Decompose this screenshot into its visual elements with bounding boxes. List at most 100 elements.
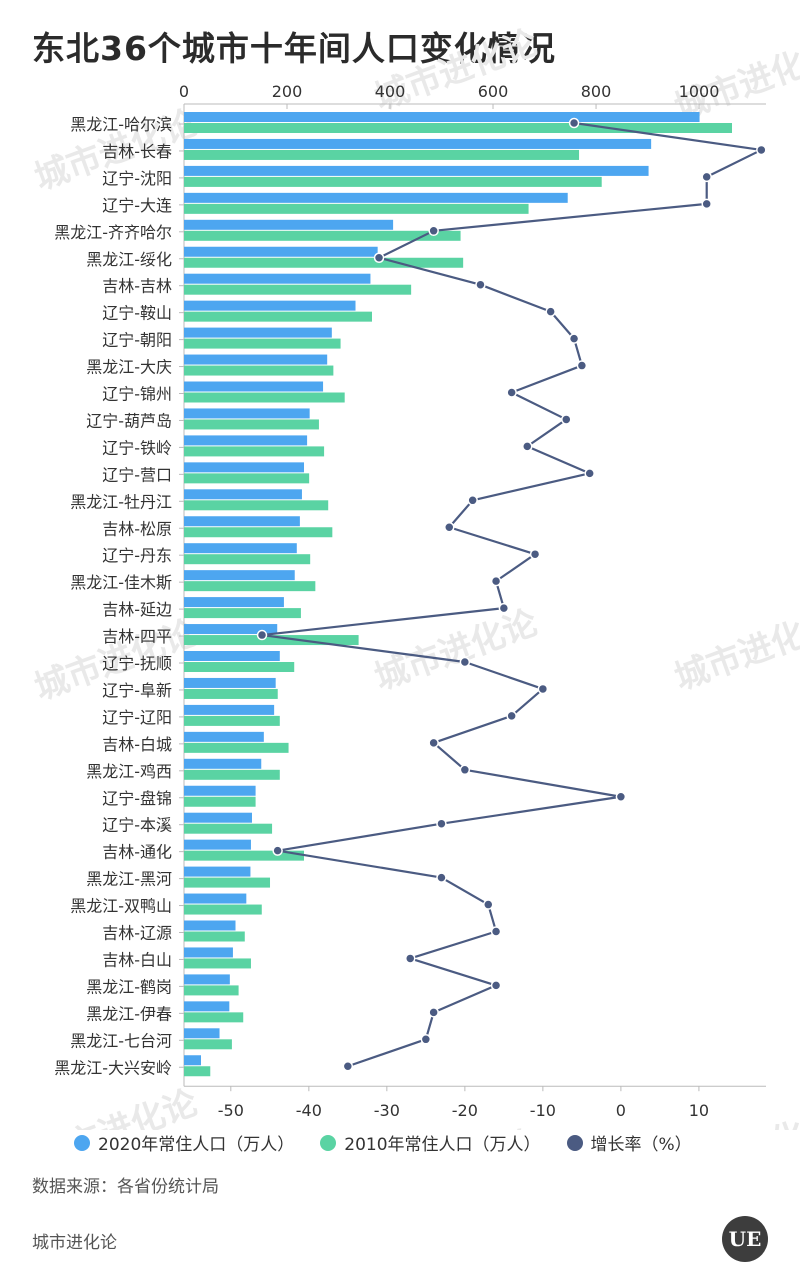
bar-2010 xyxy=(184,149,580,160)
category-label: 吉林-白城 xyxy=(102,735,172,754)
legend-item-2020[interactable]: 2020年常住人口（万人） xyxy=(74,1130,294,1155)
watermark: 城市进化论 xyxy=(369,602,543,698)
legend-2020-label: 2020年常住人口（万人） xyxy=(98,1135,295,1155)
bar-2010 xyxy=(184,365,334,376)
top-axis-tick-label: 200 xyxy=(272,82,303,101)
watermark: 城市进化论 xyxy=(29,1082,203,1130)
category-label: 吉林-通化 xyxy=(102,843,172,862)
chart-canvas: 城市进化论城市进化论城市进化论城市进化论城市进化论城市进化论城市进化论城市进化论… xyxy=(29,22,800,1130)
growth-point xyxy=(272,845,283,856)
category-label: 辽宁-锦州 xyxy=(102,385,172,404)
watermark: 城市进化论 xyxy=(669,602,800,698)
growth-point xyxy=(506,710,517,722)
category-label: 吉林-延边 xyxy=(102,600,172,619)
bar-2010 xyxy=(184,985,239,996)
legend-2010-swatch xyxy=(320,1134,337,1151)
bar-2010 xyxy=(184,554,311,565)
legend-item-growth[interactable]: 增长率（%） xyxy=(566,1130,692,1155)
category-label: 辽宁-铁岭 xyxy=(102,438,172,457)
category-label: 吉林-白山 xyxy=(102,950,172,969)
bar-2010 xyxy=(184,581,316,592)
category-label: 辽宁-抚顺 xyxy=(102,654,172,673)
growth-point xyxy=(420,1034,432,1045)
bar-2020 xyxy=(184,758,262,769)
bar-2010 xyxy=(184,284,412,295)
bar-2020 xyxy=(184,489,302,500)
growth-point xyxy=(428,1007,439,1018)
legend-growth-swatch xyxy=(566,1134,583,1151)
growth-point xyxy=(490,926,502,937)
growth-point xyxy=(615,791,627,802)
legend: 2020年常住人口（万人） 2010年常住人口（万人） 增长率（%） xyxy=(74,1130,692,1155)
bar-2020 xyxy=(184,812,252,823)
category-label: 吉林-吉林 xyxy=(102,277,172,296)
bar-2010 xyxy=(184,419,319,430)
bar-2020 xyxy=(184,219,394,230)
bar-2020 xyxy=(184,974,230,985)
bottom-axis-tick-label: -40 xyxy=(296,1101,322,1120)
bar-2020 xyxy=(184,893,247,904)
bar-2020 xyxy=(184,462,305,473)
category-label: 黑龙江-佳木斯 xyxy=(70,573,172,592)
chart-title: 东北36个城市十年间人口变化情况 xyxy=(32,29,556,68)
growth-point xyxy=(436,818,447,829)
growth-point xyxy=(373,252,385,263)
bar-2010 xyxy=(184,1066,211,1077)
bar-2020 xyxy=(184,381,324,392)
category-label: 黑龙江-牡丹江 xyxy=(70,492,172,511)
bar-2020 xyxy=(184,354,328,365)
bar-2020 xyxy=(184,785,256,796)
category-label: 辽宁-本溪 xyxy=(102,816,172,835)
bar-2020 xyxy=(184,1001,230,1012)
growth-point xyxy=(475,279,486,290)
category-label: 辽宁-盘锦 xyxy=(102,789,172,808)
category-label: 辽宁-朝阳 xyxy=(102,331,172,350)
category-label: 黑龙江-大兴安岭 xyxy=(54,1058,172,1077)
bar-2010 xyxy=(184,176,602,187)
brand-logo: UE xyxy=(722,1216,768,1262)
category-label: 黑龙江-哈尔滨 xyxy=(70,115,172,134)
bar-2010 xyxy=(184,1039,232,1050)
bar-2010 xyxy=(184,1012,244,1023)
growth-point xyxy=(404,953,416,964)
bar-2010 xyxy=(184,769,280,780)
bar-2010 xyxy=(184,635,359,646)
bar-2020 xyxy=(184,866,251,877)
category-label: 黑龙江-鸡西 xyxy=(86,762,172,781)
growth-point xyxy=(459,656,471,668)
category-label: 吉林-长春 xyxy=(102,142,172,161)
category-label: 辽宁-鞍山 xyxy=(102,304,172,323)
bar-2010 xyxy=(184,958,251,969)
bar-2020 xyxy=(184,677,276,688)
bar-2010 xyxy=(184,230,461,241)
bar-2020 xyxy=(184,273,371,284)
bar-2010 xyxy=(184,715,280,726)
bar-2020 xyxy=(184,731,264,742)
growth-point xyxy=(498,602,510,614)
bar-2020 xyxy=(184,246,378,257)
growth-point xyxy=(428,737,439,749)
category-label: 辽宁-阜新 xyxy=(102,681,172,700)
bar-2020 xyxy=(184,516,300,527)
category-label: 辽宁-沈阳 xyxy=(102,169,172,188)
bar-2020 xyxy=(184,138,652,149)
bar-2010 xyxy=(184,257,464,268)
bar-2020 xyxy=(184,435,308,446)
category-label: 黑龙江-鹤岗 xyxy=(86,977,172,996)
growth-point xyxy=(256,629,268,641)
bar-2020 xyxy=(184,597,284,608)
bar-2010 xyxy=(184,877,271,888)
bar-2020 xyxy=(184,1028,220,1039)
top-axis: 0 200 400 600 800 1000 xyxy=(179,82,766,109)
category-label: 辽宁-大连 xyxy=(102,196,172,215)
growth-point xyxy=(428,225,439,237)
legend-growth-label: 增长率（%） xyxy=(590,1135,692,1155)
legend-item-2010[interactable]: 2010年常住人口（万人） xyxy=(320,1130,541,1155)
bar-2010 xyxy=(184,338,341,349)
legend-2010-label: 2010年常住人口（万人） xyxy=(344,1135,541,1155)
bar-2010 xyxy=(184,500,329,511)
footer-brand: 城市进化论 xyxy=(32,1233,117,1253)
growth-point xyxy=(444,522,455,533)
bar-2010 xyxy=(184,608,301,619)
growth-point xyxy=(483,899,494,910)
